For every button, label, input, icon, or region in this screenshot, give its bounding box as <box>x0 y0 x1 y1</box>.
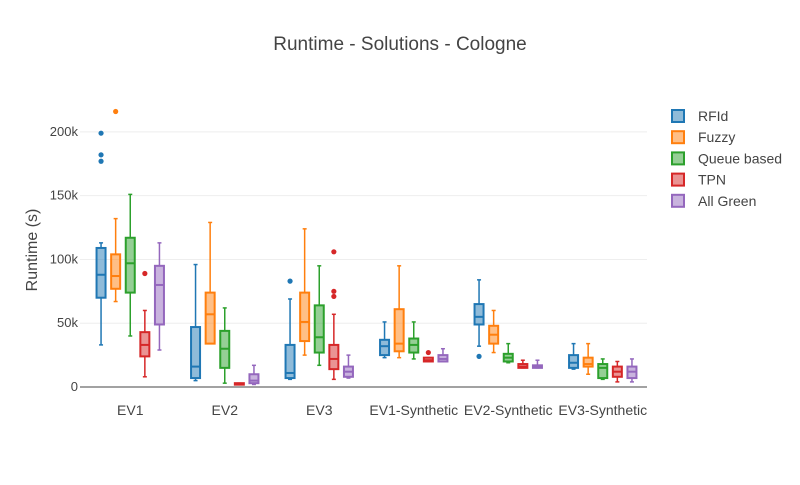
legend-swatch <box>671 172 685 187</box>
box-body <box>190 326 202 380</box>
legend-item-all-green[interactable]: All Green <box>671 193 756 209</box>
box-body <box>379 338 391 357</box>
legend-swatch <box>671 151 685 166</box>
box-body <box>597 363 609 380</box>
legend-item-tpn[interactable]: TPN <box>671 172 726 188</box>
y-tick-label: 200k <box>50 124 79 139</box>
box[interactable] <box>517 359 529 369</box>
box[interactable] <box>626 358 638 383</box>
box-body <box>328 343 340 371</box>
box-body <box>313 304 325 354</box>
box-body <box>204 291 216 345</box>
box[interactable] <box>219 307 231 384</box>
outlier-point <box>113 108 119 115</box>
x-tick-label: EV2-Synthetic <box>464 402 553 418</box>
box[interactable] <box>204 221 216 345</box>
x-tick-label: EV1 <box>117 402 144 418</box>
box[interactable] <box>611 360 623 383</box>
box[interactable] <box>328 249 340 381</box>
box[interactable] <box>190 263 202 382</box>
series-all-green <box>153 242 638 386</box>
box-body <box>95 246 107 299</box>
x-tick-label: EV1-Synthetic <box>369 402 458 418</box>
box-series <box>95 108 638 386</box>
box[interactable] <box>124 193 136 337</box>
box-body <box>582 356 594 368</box>
legend[interactable]: RFId Fuzzy Queue based TPN All Green <box>671 108 782 209</box>
box[interactable] <box>437 347 449 363</box>
series-tpn <box>139 249 623 386</box>
series-queue-based <box>124 193 609 384</box>
outlier-point <box>331 293 337 300</box>
box[interactable] <box>299 228 311 356</box>
outlier-point <box>98 130 104 136</box>
box[interactable] <box>313 265 325 367</box>
legend-item-queue-based[interactable]: Queue based <box>671 150 782 166</box>
legend-swatch <box>671 109 685 123</box>
legend-label: Queue based <box>698 150 782 166</box>
box-body <box>284 343 296 380</box>
legend-swatch <box>671 130 685 145</box>
box-body <box>153 264 165 326</box>
legend-item-rfid[interactable]: RFId <box>671 108 728 124</box>
box-body <box>568 354 580 369</box>
box[interactable] <box>502 342 514 364</box>
box[interactable] <box>139 270 151 378</box>
box[interactable] <box>531 359 543 369</box>
box[interactable] <box>597 358 609 381</box>
gridlines <box>80 131 647 388</box>
box[interactable] <box>379 321 391 359</box>
legend-item-fuzzy[interactable]: Fuzzy <box>671 129 735 145</box>
outlier-point <box>331 249 337 255</box>
box[interactable] <box>393 265 405 359</box>
box[interactable] <box>582 342 594 375</box>
y-tick-label: 0 <box>71 379 78 394</box>
box[interactable] <box>248 364 260 386</box>
legend-label: Fuzzy <box>698 129 735 145</box>
box-body <box>124 236 136 294</box>
x-tick-label: EV2 <box>212 402 239 418</box>
x-tick-label: EV3 <box>306 402 333 418</box>
box[interactable] <box>153 242 165 351</box>
box-body <box>393 308 405 353</box>
box[interactable] <box>95 130 107 346</box>
legend-label: All Green <box>698 193 756 209</box>
outlier-point <box>287 278 293 284</box>
y-axis-ticks: 0 50k 100k 150k 200k <box>50 124 79 394</box>
outlier-point <box>331 288 337 294</box>
box[interactable] <box>473 279 485 359</box>
legend-label: RFId <box>698 108 728 124</box>
outlier-point <box>476 353 482 359</box>
box-body <box>299 291 311 343</box>
box-body <box>110 253 122 290</box>
box[interactable] <box>568 342 580 370</box>
box[interactable] <box>110 108 122 303</box>
box[interactable] <box>488 309 500 354</box>
legend-swatch <box>671 193 685 208</box>
y-tick-label: 100k <box>50 251 79 266</box>
outlier-point <box>98 158 104 164</box>
y-tick-label: 150k <box>50 188 79 203</box>
box[interactable] <box>342 354 354 379</box>
y-tick-label: 50k <box>57 315 78 330</box>
outlier-point <box>142 270 148 277</box>
y-axis-label: Runtime (s) <box>24 209 41 292</box>
outlier-point <box>425 349 431 356</box>
x-axis-ticks: EV1 EV2 EV3 EV1-Synthetic EV2-Synthetic EV3-S… <box>117 402 647 418</box>
box[interactable] <box>422 349 434 363</box>
box-body <box>248 373 260 385</box>
box[interactable] <box>284 278 296 381</box>
box[interactable] <box>408 321 420 360</box>
box-body <box>473 303 485 326</box>
chart-title: Runtime - Solutions - Cologne <box>273 34 526 55</box>
series-rfid <box>95 130 580 382</box>
x-tick-label: EV3-Synthetic <box>558 402 647 418</box>
box[interactable] <box>233 382 245 386</box>
series-fuzzy <box>110 108 594 375</box>
legend-label: TPN <box>698 172 726 188</box>
outlier-point <box>98 152 104 158</box>
